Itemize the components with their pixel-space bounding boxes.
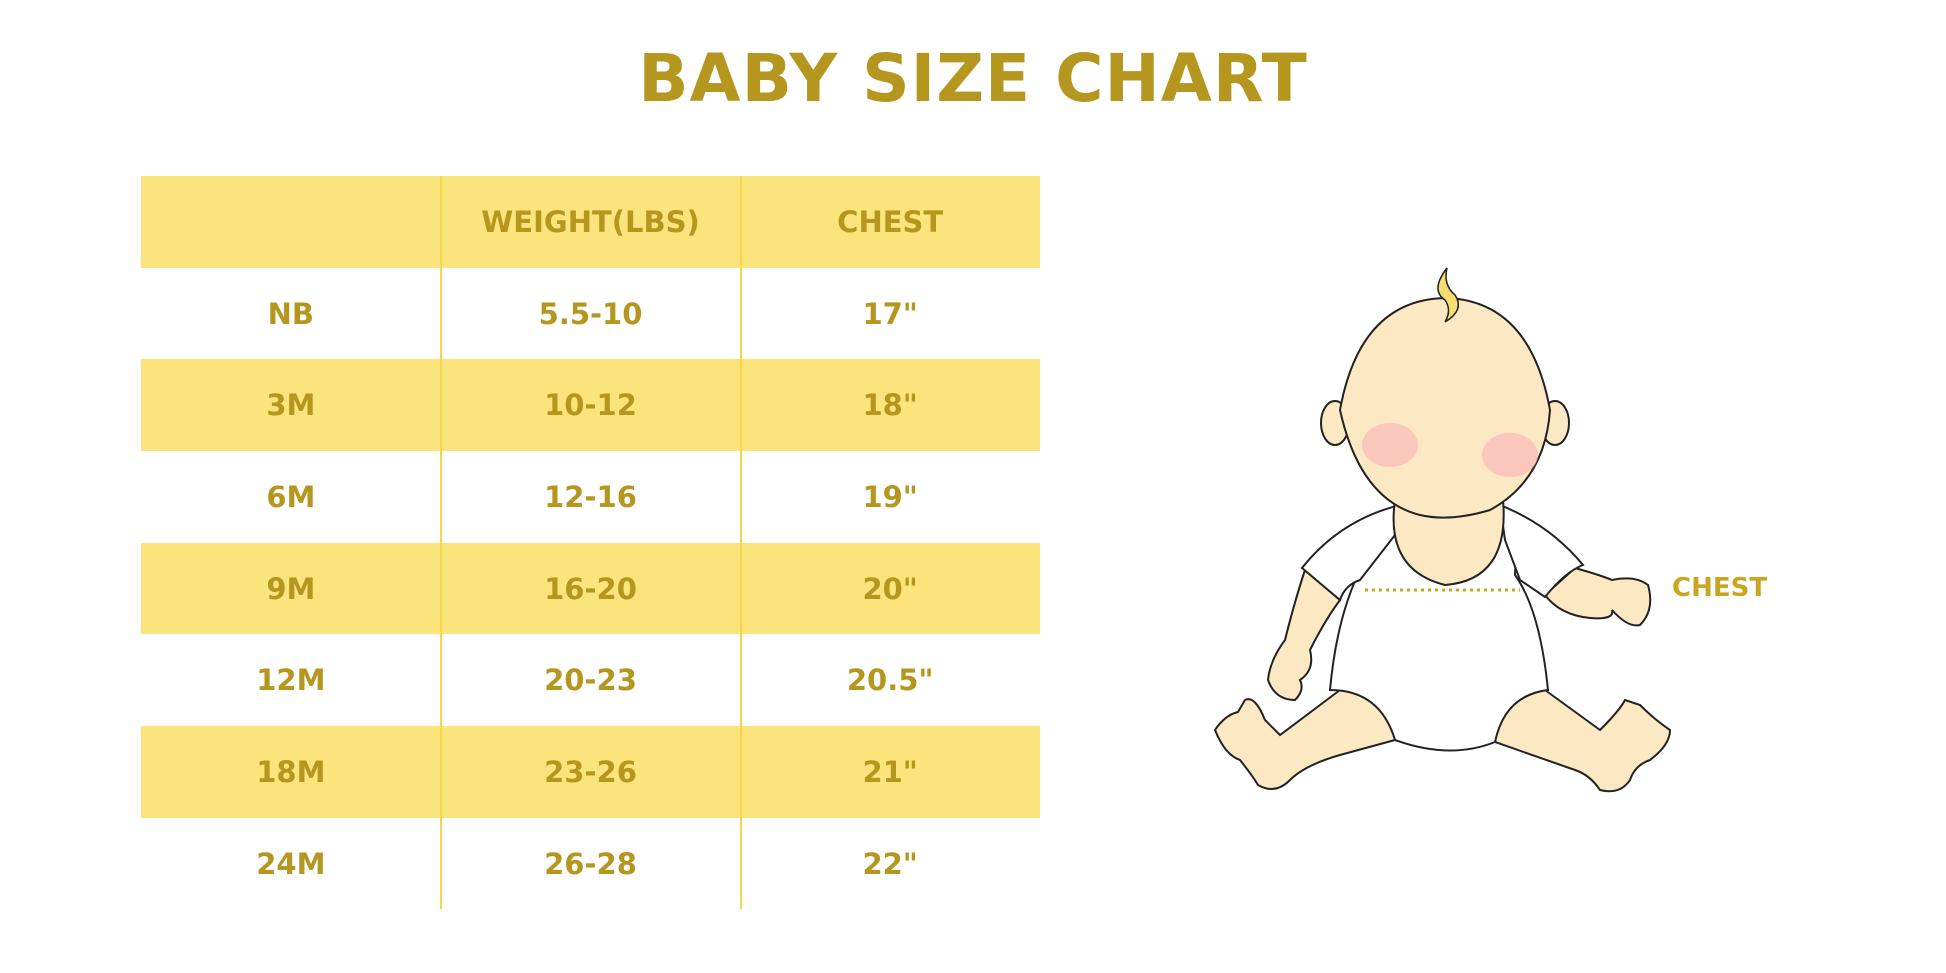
- cell-size: 9M: [266, 571, 316, 606]
- cell-size: 24M: [256, 846, 326, 881]
- column-divider: [740, 176, 742, 909]
- cell-weight: 16-20: [544, 571, 637, 606]
- cell-weight: 20-23: [544, 663, 637, 698]
- cell-chest: 21": [862, 754, 918, 789]
- table-row: 9M 16-20 20": [141, 542, 1040, 635]
- cell-chest: 22": [862, 846, 918, 881]
- cell-size: 6M: [266, 479, 316, 514]
- column-divider: [440, 176, 442, 909]
- cell-chest: 20": [862, 571, 918, 606]
- table-header-row: WEIGHT(LBS) CHEST: [141, 176, 1040, 268]
- chest-label: CHEST: [1672, 573, 1768, 603]
- table-row: 3M 10-12 18": [141, 359, 1040, 452]
- cell-chest: 18": [862, 388, 918, 423]
- cell-weight: 23-26: [544, 754, 637, 789]
- cell-chest: 19": [862, 479, 918, 514]
- cell-weight: 5.5-10: [538, 296, 643, 331]
- cell-chest: 20.5": [846, 663, 934, 698]
- header-cell-chest: CHEST: [837, 204, 944, 239]
- header-cell-weight: WEIGHT(LBS): [481, 204, 700, 239]
- cell-weight: 10-12: [544, 388, 637, 423]
- cell-size: 18M: [256, 754, 326, 789]
- cell-chest: 17": [862, 296, 918, 331]
- table-row: 6M 12-16 19": [141, 451, 1040, 543]
- size-table: WEIGHT(LBS) CHEST NB 5.5-10 17" 3M 10-12 18" 6…: [141, 176, 1040, 910]
- cell-weight: 12-16: [544, 479, 637, 514]
- table-row: 12M 20-23 20.5": [141, 634, 1040, 726]
- table-row: 18M 23-26 21": [141, 726, 1040, 818]
- table-row: 24M 26-28 22": [141, 818, 1040, 910]
- cell-size: 12M: [256, 663, 326, 698]
- cell-weight: 26-28: [544, 846, 637, 881]
- table-row: NB 5.5-10 17": [141, 268, 1040, 360]
- cell-size: NB: [267, 296, 315, 331]
- cell-size: 3M: [266, 388, 316, 423]
- page-title: BABY SIZE CHART: [638, 40, 1308, 117]
